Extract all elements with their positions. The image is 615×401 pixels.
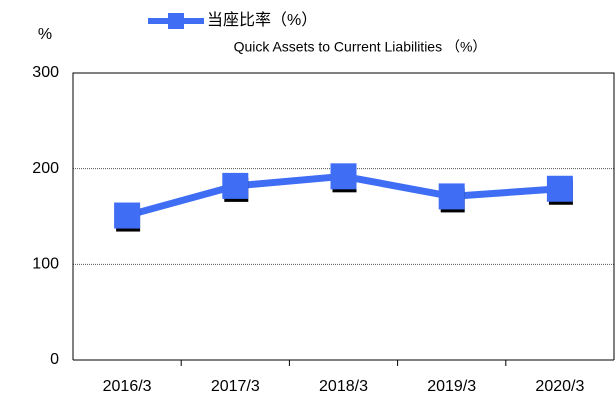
x-tick-label: 2018/3	[319, 378, 368, 395]
plot-frame	[72, 72, 615, 360]
marker	[114, 202, 141, 229]
x-tick-label: 2019/3	[427, 378, 476, 395]
marker	[222, 172, 249, 199]
y-tick-label: 100	[32, 256, 59, 273]
legend-subtitle: Quick Assets to Current Liabilities （%）	[234, 39, 487, 55]
marker	[546, 175, 573, 202]
y-tick-label: 0	[50, 351, 59, 368]
x-tick-label: 2017/3	[211, 378, 260, 395]
y-axis-label: %	[38, 26, 52, 43]
marker	[330, 163, 357, 190]
x-tick-label: 2020/3	[535, 378, 584, 395]
y-tick-label: 300	[32, 64, 59, 81]
legend-label: 当座比率（%）	[207, 11, 317, 29]
marker	[438, 183, 465, 210]
y-tick-label: 200	[32, 160, 59, 177]
x-tick-label: 2016/3	[103, 378, 152, 395]
legend-marker	[168, 13, 184, 29]
